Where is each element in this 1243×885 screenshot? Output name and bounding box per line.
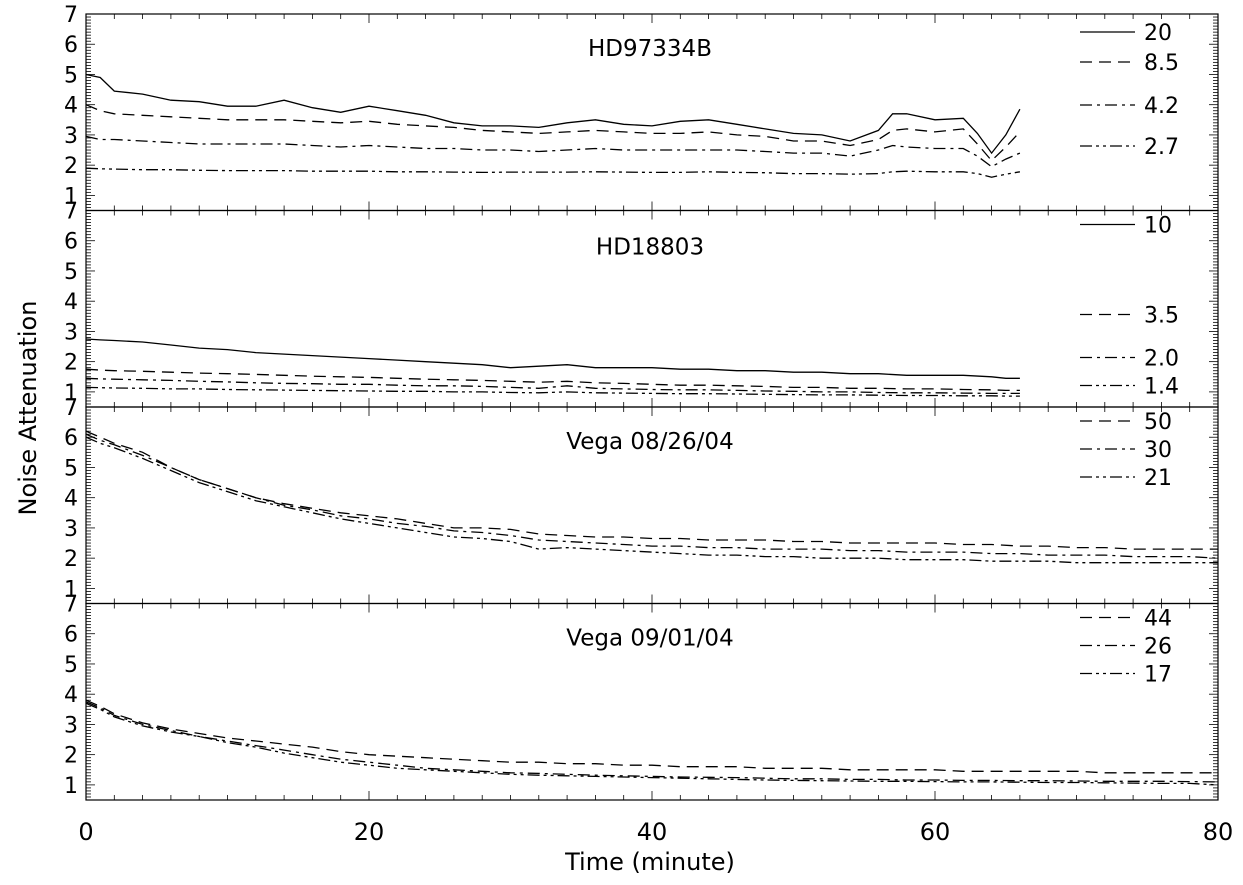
- y-tick-label: 6: [64, 426, 78, 451]
- series-line-4.2: [85, 135, 1021, 168]
- y-tick-label: 6: [64, 230, 78, 255]
- legend-label: 8.5: [1144, 51, 1179, 76]
- panel-title: Vega 09/01/04: [566, 626, 733, 652]
- x-tick-label: 0: [78, 818, 93, 846]
- y-tick-label: 7: [64, 396, 78, 421]
- y-tick-label: 1: [64, 774, 78, 799]
- y-tick-label: 5: [64, 63, 78, 88]
- legend-label: 50: [1144, 410, 1172, 435]
- panel-3: 1 2 3 4 5 6 7 Vega 08/26/04 50 30 21: [64, 396, 1219, 605]
- y-tick-label: 2: [64, 351, 78, 376]
- y-axis-label: Noise Attenuation: [14, 301, 42, 516]
- legend-label: 2.7: [1144, 135, 1179, 160]
- series-line-10: [85, 338, 1020, 379]
- legend-label: 26: [1144, 635, 1172, 660]
- legend-label: 10: [1144, 214, 1172, 239]
- series-line-30: [85, 433, 1219, 559]
- panels-layer: 1 2 3 4 5 6 7 HD97334B 20 8.5 4.2 2.7 1 2 3 4 5 6 7 HD18803…: [64, 3, 1219, 801]
- y-tick-label: 1: [64, 381, 78, 406]
- y-tick-label: 3: [64, 517, 78, 542]
- series-line-26: [85, 701, 1219, 783]
- legend-label: 1.4: [1144, 375, 1179, 400]
- series-line-3.5: [85, 368, 1020, 392]
- series-line-2.7: [85, 167, 1021, 178]
- panel-1: 1 2 3 4 5 6 7 HD97334B 20 8.5 4.2 2.7: [64, 3, 1219, 212]
- legend-label: 4.2: [1144, 94, 1179, 119]
- x-tick-label: 20: [354, 818, 385, 846]
- y-tick-label: 2: [64, 744, 78, 769]
- y-tick-label: 6: [64, 623, 78, 648]
- y-tick-label: 7: [64, 3, 78, 28]
- y-tick-label: 2: [64, 154, 78, 179]
- y-tick-label: 5: [64, 653, 78, 678]
- y-tick-label: 7: [64, 200, 78, 225]
- legend-label: 44: [1144, 607, 1172, 632]
- panel-title: HD18803: [596, 235, 704, 261]
- legend-label: 3.5: [1144, 304, 1179, 329]
- y-tick-label: 3: [64, 124, 78, 149]
- series-line-2.0: [85, 377, 1020, 395]
- legend-label: 17: [1144, 663, 1172, 688]
- legend-label: 30: [1144, 438, 1172, 463]
- series-line-8.5: [85, 104, 1021, 162]
- x-tick-label: 80: [1203, 818, 1234, 846]
- series-line-21: [85, 436, 1218, 564]
- y-tick-label: 2: [64, 547, 78, 572]
- y-tick-label: 5: [64, 456, 78, 481]
- panel-2: 1 2 3 4 5 6 7 HD18803 10 3.5 2.0 1.4: [64, 200, 1219, 408]
- y-tick-label: 7: [64, 593, 78, 618]
- y-tick-label: 4: [64, 683, 78, 708]
- x-tick-label: 60: [920, 818, 951, 846]
- y-tick-label: 6: [64, 33, 78, 58]
- series-line-20: [85, 73, 1021, 155]
- y-tick-label: 1: [64, 184, 78, 209]
- x-tick-label: 40: [637, 818, 668, 846]
- panel-title: Vega 08/26/04: [566, 429, 733, 455]
- panel-4: 1 2 3 4 5 6 7 Vega 09/01/04 44 26 17: [64, 593, 1219, 801]
- series-line-44: [85, 699, 1218, 774]
- panel-title: HD97334B: [588, 36, 712, 62]
- y-tick-label: 5: [64, 260, 78, 285]
- y-tick-label: 4: [64, 487, 78, 512]
- legend-label: 2.0: [1144, 347, 1179, 372]
- y-tick-label: 3: [64, 713, 78, 738]
- y-tick-label: 4: [64, 290, 78, 315]
- legend-label: 21: [1144, 466, 1172, 491]
- x-axis: 0 20 40 60 80: [78, 818, 1233, 846]
- y-tick-label: 3: [64, 320, 78, 345]
- x-axis-label: Time (minute): [564, 848, 735, 876]
- y-tick-label: 4: [64, 94, 78, 119]
- series-line-1.4: [85, 386, 1020, 397]
- y-tick-label: 1: [64, 577, 78, 602]
- legend-label: 20: [1144, 21, 1172, 46]
- series-line-17: [85, 702, 1219, 786]
